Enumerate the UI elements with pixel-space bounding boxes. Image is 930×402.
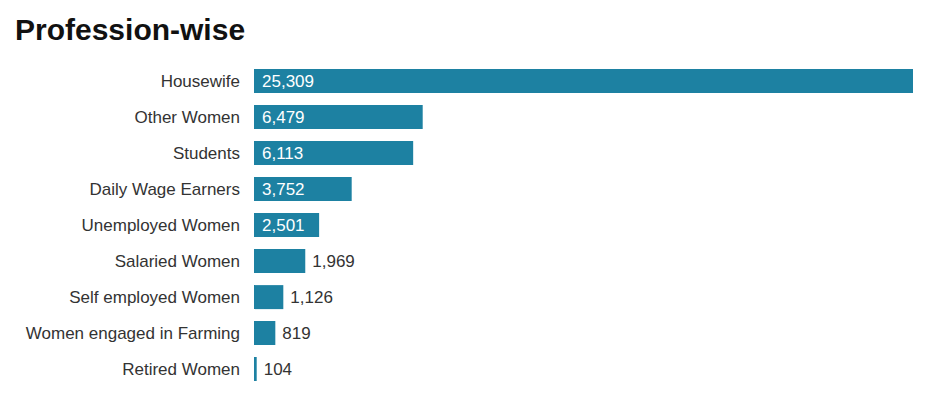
svg-text:1,969: 1,969 <box>312 252 355 271</box>
svg-text:3,752: 3,752 <box>262 180 305 199</box>
svg-text:6,113: 6,113 <box>262 144 303 163</box>
svg-text:Housewife: Housewife <box>161 72 240 91</box>
svg-text:104: 104 <box>264 360 292 379</box>
svg-text:2,501: 2,501 <box>262 216 305 235</box>
html-text:Profession-wise: Profession-wise <box>15 13 246 46</box>
svg-text:1,126: 1,126 <box>290 288 333 307</box>
svg-text:25,309: 25,309 <box>262 72 314 91</box>
svg-text:Daily Wage Earners: Daily Wage Earners <box>89 180 240 199</box>
svg-text:Self employed Women: Self employed Women <box>69 288 240 307</box>
svg-text:Salaried Women: Salaried Women <box>115 252 240 271</box>
svg-text:819: 819 <box>282 324 310 343</box>
svg-text:Students: Students <box>173 144 240 163</box>
svg-text:Other Women: Other Women <box>134 108 240 127</box>
svg-text:Retired Women: Retired Women <box>122 360 240 379</box>
svg-text:Women engaged in Farming: Women engaged in Farming <box>26 324 240 343</box>
svg-text:6,479: 6,479 <box>262 108 305 127</box>
svg-text:Unemployed Women: Unemployed Women <box>82 216 240 235</box>
